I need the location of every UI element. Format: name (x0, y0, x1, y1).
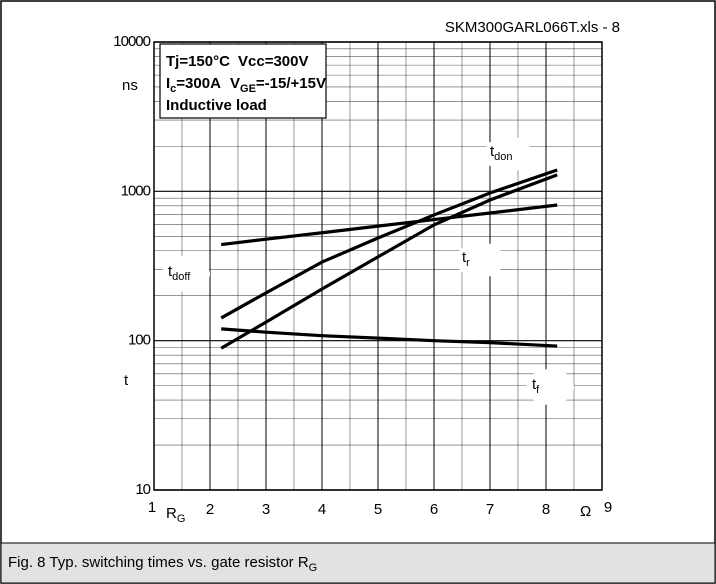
text: t (168, 263, 173, 280)
series-label: tdon (490, 143, 513, 163)
condition-text: =-15/+15V (256, 75, 326, 92)
subscript: r (466, 257, 470, 269)
label-bg (456, 242, 504, 278)
text: t (490, 143, 495, 160)
x-label: RG (166, 505, 185, 525)
plot-border (153, 41, 603, 491)
condition-text: Tj=150°C (166, 53, 230, 70)
y-tick-label: 10 (135, 481, 150, 498)
x-tick-label: 9 (604, 499, 612, 516)
text: Tj=150°C (166, 53, 230, 70)
y-tick-label: 1000 (121, 182, 151, 199)
text: I (166, 75, 170, 92)
label-bg (526, 369, 574, 405)
text: =300A (176, 75, 221, 92)
subscript: c (170, 83, 176, 95)
caption-bar (0, 542, 716, 584)
subscript: G (177, 513, 186, 525)
y-tick-label: 10000 (113, 33, 150, 50)
subscript: don (494, 151, 512, 163)
x-tick-label: 1 (148, 499, 156, 516)
file-label: SKM300GARL066T.xls - 8 (445, 19, 620, 36)
x-tick-label: 2 (206, 501, 214, 518)
condition-text: Inductive load (166, 97, 267, 114)
series-label: tdoff (168, 263, 191, 283)
series-line (221, 327, 558, 348)
text: Inductive load (166, 97, 267, 114)
y-label: t (124, 372, 129, 389)
x-tick-label: 5 (374, 501, 382, 518)
x-tick-label: 3 (262, 501, 270, 518)
subscript: G (309, 562, 318, 574)
subscript: GE (240, 83, 256, 95)
text: Vcc=300V (238, 53, 308, 70)
x-tick-label: 4 (318, 501, 326, 518)
condition-text: Ic (166, 75, 176, 95)
text: t (462, 249, 467, 266)
series-label: tr (462, 249, 470, 269)
text: Fig. 8 Typ. switching times vs. gate res… (8, 554, 309, 571)
text: V (230, 75, 240, 92)
label-bg (484, 136, 532, 172)
text: R (166, 505, 177, 522)
y-unit: ns (122, 77, 138, 94)
x-tick-label: 7 (486, 501, 494, 518)
series-line (221, 203, 558, 247)
subscript: doff (172, 271, 191, 283)
caption: Fig. 8 Typ. switching times vs. gate res… (8, 554, 317, 574)
text: t (532, 376, 537, 393)
condition-text: Vcc=300V (238, 53, 308, 70)
subscript: f (536, 384, 540, 396)
series-label: tf (532, 376, 540, 396)
condition-text: VGE (230, 75, 256, 95)
x-tick-label: 8 (542, 501, 550, 518)
x-tick-label: 6 (430, 501, 438, 518)
condition-text: =300A (176, 75, 221, 92)
series-line (220, 168, 558, 320)
label-bg (162, 256, 210, 292)
condition-box (159, 43, 327, 119)
x-unit: Ω (580, 503, 591, 520)
y-tick-label: 100 (128, 332, 151, 349)
series-line (220, 173, 558, 350)
text: =-15/+15V (256, 75, 326, 92)
